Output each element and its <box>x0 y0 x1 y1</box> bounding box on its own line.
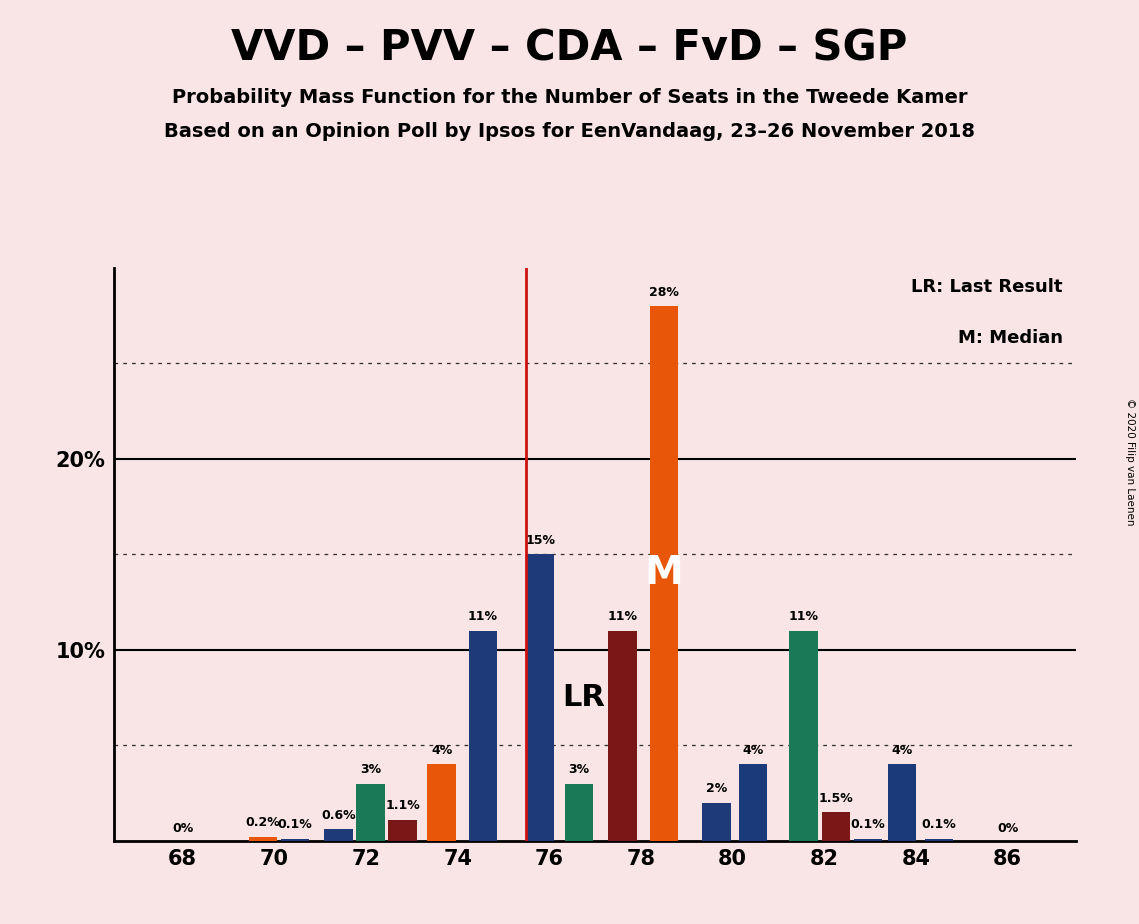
Bar <box>248 837 277 841</box>
Bar <box>789 631 818 841</box>
Bar <box>565 784 593 841</box>
Text: 0.1%: 0.1% <box>921 819 957 832</box>
Bar <box>526 554 555 841</box>
Bar <box>649 306 678 841</box>
Bar <box>608 631 637 841</box>
Text: LR: Last Result: LR: Last Result <box>911 277 1063 296</box>
Bar <box>280 839 309 841</box>
Bar <box>853 839 882 841</box>
Text: 15%: 15% <box>525 534 555 547</box>
Text: 11%: 11% <box>788 610 819 623</box>
Bar <box>739 764 768 841</box>
Text: 3%: 3% <box>360 763 382 776</box>
Text: 0.1%: 0.1% <box>851 819 885 832</box>
Bar <box>357 784 385 841</box>
Bar <box>888 764 917 841</box>
Text: LR: LR <box>563 683 605 712</box>
Text: M: M <box>645 554 683 592</box>
Text: © 2020 Filip van Laenen: © 2020 Filip van Laenen <box>1125 398 1134 526</box>
Text: 0.2%: 0.2% <box>246 817 280 830</box>
Text: 28%: 28% <box>649 286 679 298</box>
Text: 0%: 0% <box>172 822 194 835</box>
Text: 1.1%: 1.1% <box>385 799 420 812</box>
Bar <box>703 803 731 841</box>
Bar <box>325 830 353 841</box>
Text: 4%: 4% <box>743 744 764 757</box>
Text: 0%: 0% <box>997 822 1018 835</box>
Text: 3%: 3% <box>568 763 590 776</box>
Text: 4%: 4% <box>431 744 452 757</box>
Text: M: Median: M: Median <box>958 329 1063 347</box>
Text: 11%: 11% <box>607 610 638 623</box>
Text: 4%: 4% <box>892 744 912 757</box>
Text: Based on an Opinion Poll by Ipsos for EenVandaag, 23–26 November 2018: Based on an Opinion Poll by Ipsos for Ee… <box>164 122 975 141</box>
Bar <box>427 764 456 841</box>
Text: Probability Mass Function for the Number of Seats in the Tweede Kamer: Probability Mass Function for the Number… <box>172 88 967 107</box>
Text: VVD – PVV – CDA – FvD – SGP: VVD – PVV – CDA – FvD – SGP <box>231 28 908 69</box>
Bar <box>821 812 850 841</box>
Bar <box>388 820 417 841</box>
Text: 2%: 2% <box>706 782 727 795</box>
Bar <box>468 631 497 841</box>
Bar <box>925 839 953 841</box>
Text: 11%: 11% <box>468 610 498 623</box>
Text: 0.1%: 0.1% <box>278 819 312 832</box>
Text: 0.6%: 0.6% <box>321 808 355 821</box>
Text: 1.5%: 1.5% <box>818 792 853 805</box>
